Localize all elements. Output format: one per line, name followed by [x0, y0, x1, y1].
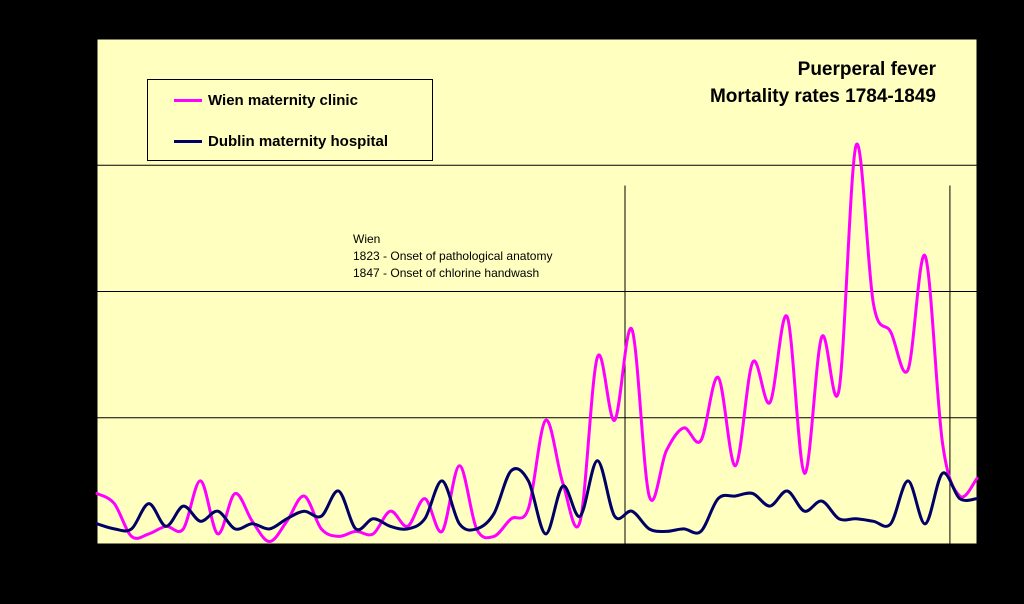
- legend-label-wien: Wien maternity clinic: [208, 91, 358, 109]
- series-line-dublin: [95, 459, 979, 536]
- legend-item-wien: Wien maternity clinic: [174, 90, 358, 110]
- gridlines: [97, 164, 977, 419]
- legend: Wien maternity clinic Dublin maternity h…: [147, 79, 433, 161]
- annotation-line2: 1823 - Onset of pathological anatomy: [353, 249, 553, 263]
- legend-swatch-wien: [174, 98, 202, 102]
- annotation: Wien 1823 - Onset of pathological anatom…: [353, 231, 552, 282]
- series-line-wien: [95, 142, 979, 543]
- annotation-line1: Wien: [353, 232, 381, 246]
- y-axis-ticks: [92, 38, 97, 545]
- legend-swatch-dublin: [174, 139, 202, 143]
- legend-item-dublin: Dublin maternity hospital: [174, 131, 388, 151]
- chart-title-line1: Puerperal fever: [797, 59, 936, 80]
- chart-title-line2: Mortality rates 1784-1849: [709, 86, 936, 107]
- annotation-line3: 1847 - Onset of chlorine handwash: [353, 266, 540, 280]
- series-lines: [95, 142, 979, 543]
- chart-title: Puerperal fever Mortality rates 1784-184…: [710, 56, 936, 110]
- legend-label-dublin: Dublin maternity hospital: [208, 132, 389, 150]
